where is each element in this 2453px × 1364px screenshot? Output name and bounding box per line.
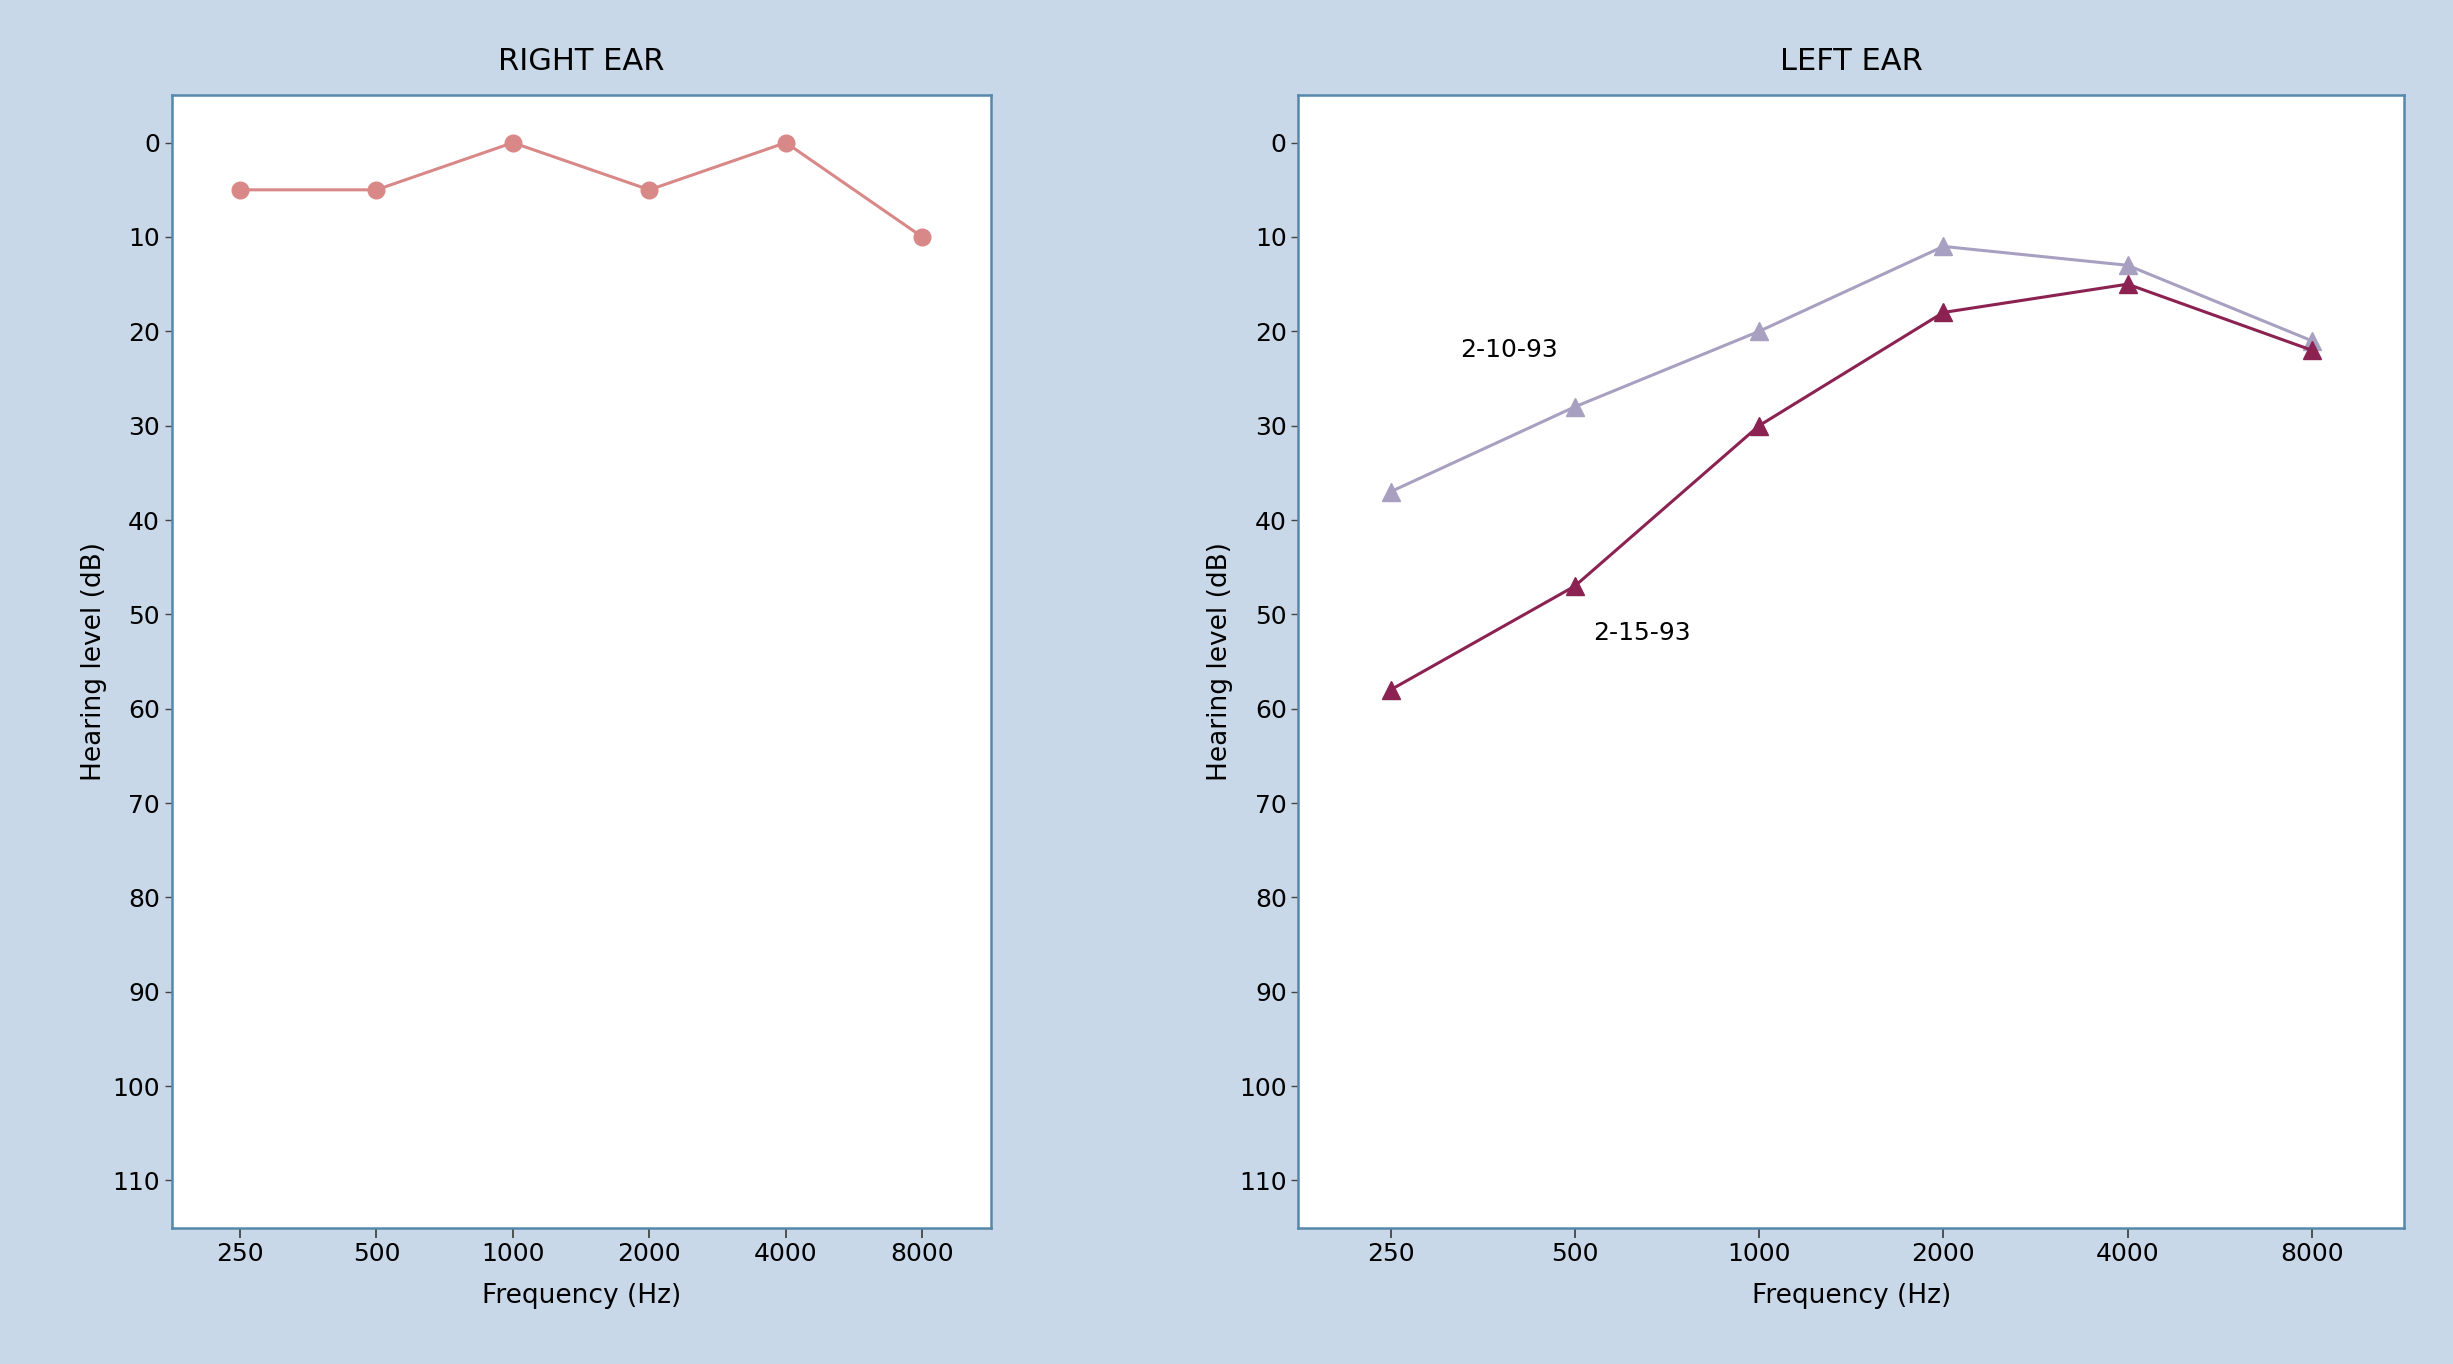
Title: RIGHT EAR: RIGHT EAR: [498, 48, 665, 76]
X-axis label: Frequency (Hz): Frequency (Hz): [481, 1284, 682, 1309]
Text: 2-15-93: 2-15-93: [1594, 621, 1690, 645]
Text: 2-10-93: 2-10-93: [1460, 338, 1558, 363]
X-axis label: Frequency (Hz): Frequency (Hz): [1751, 1284, 1950, 1309]
Y-axis label: Hearing level (dB): Hearing level (dB): [1207, 542, 1234, 782]
Title: LEFT EAR: LEFT EAR: [1781, 48, 1923, 76]
Y-axis label: Hearing level (dB): Hearing level (dB): [81, 542, 108, 782]
